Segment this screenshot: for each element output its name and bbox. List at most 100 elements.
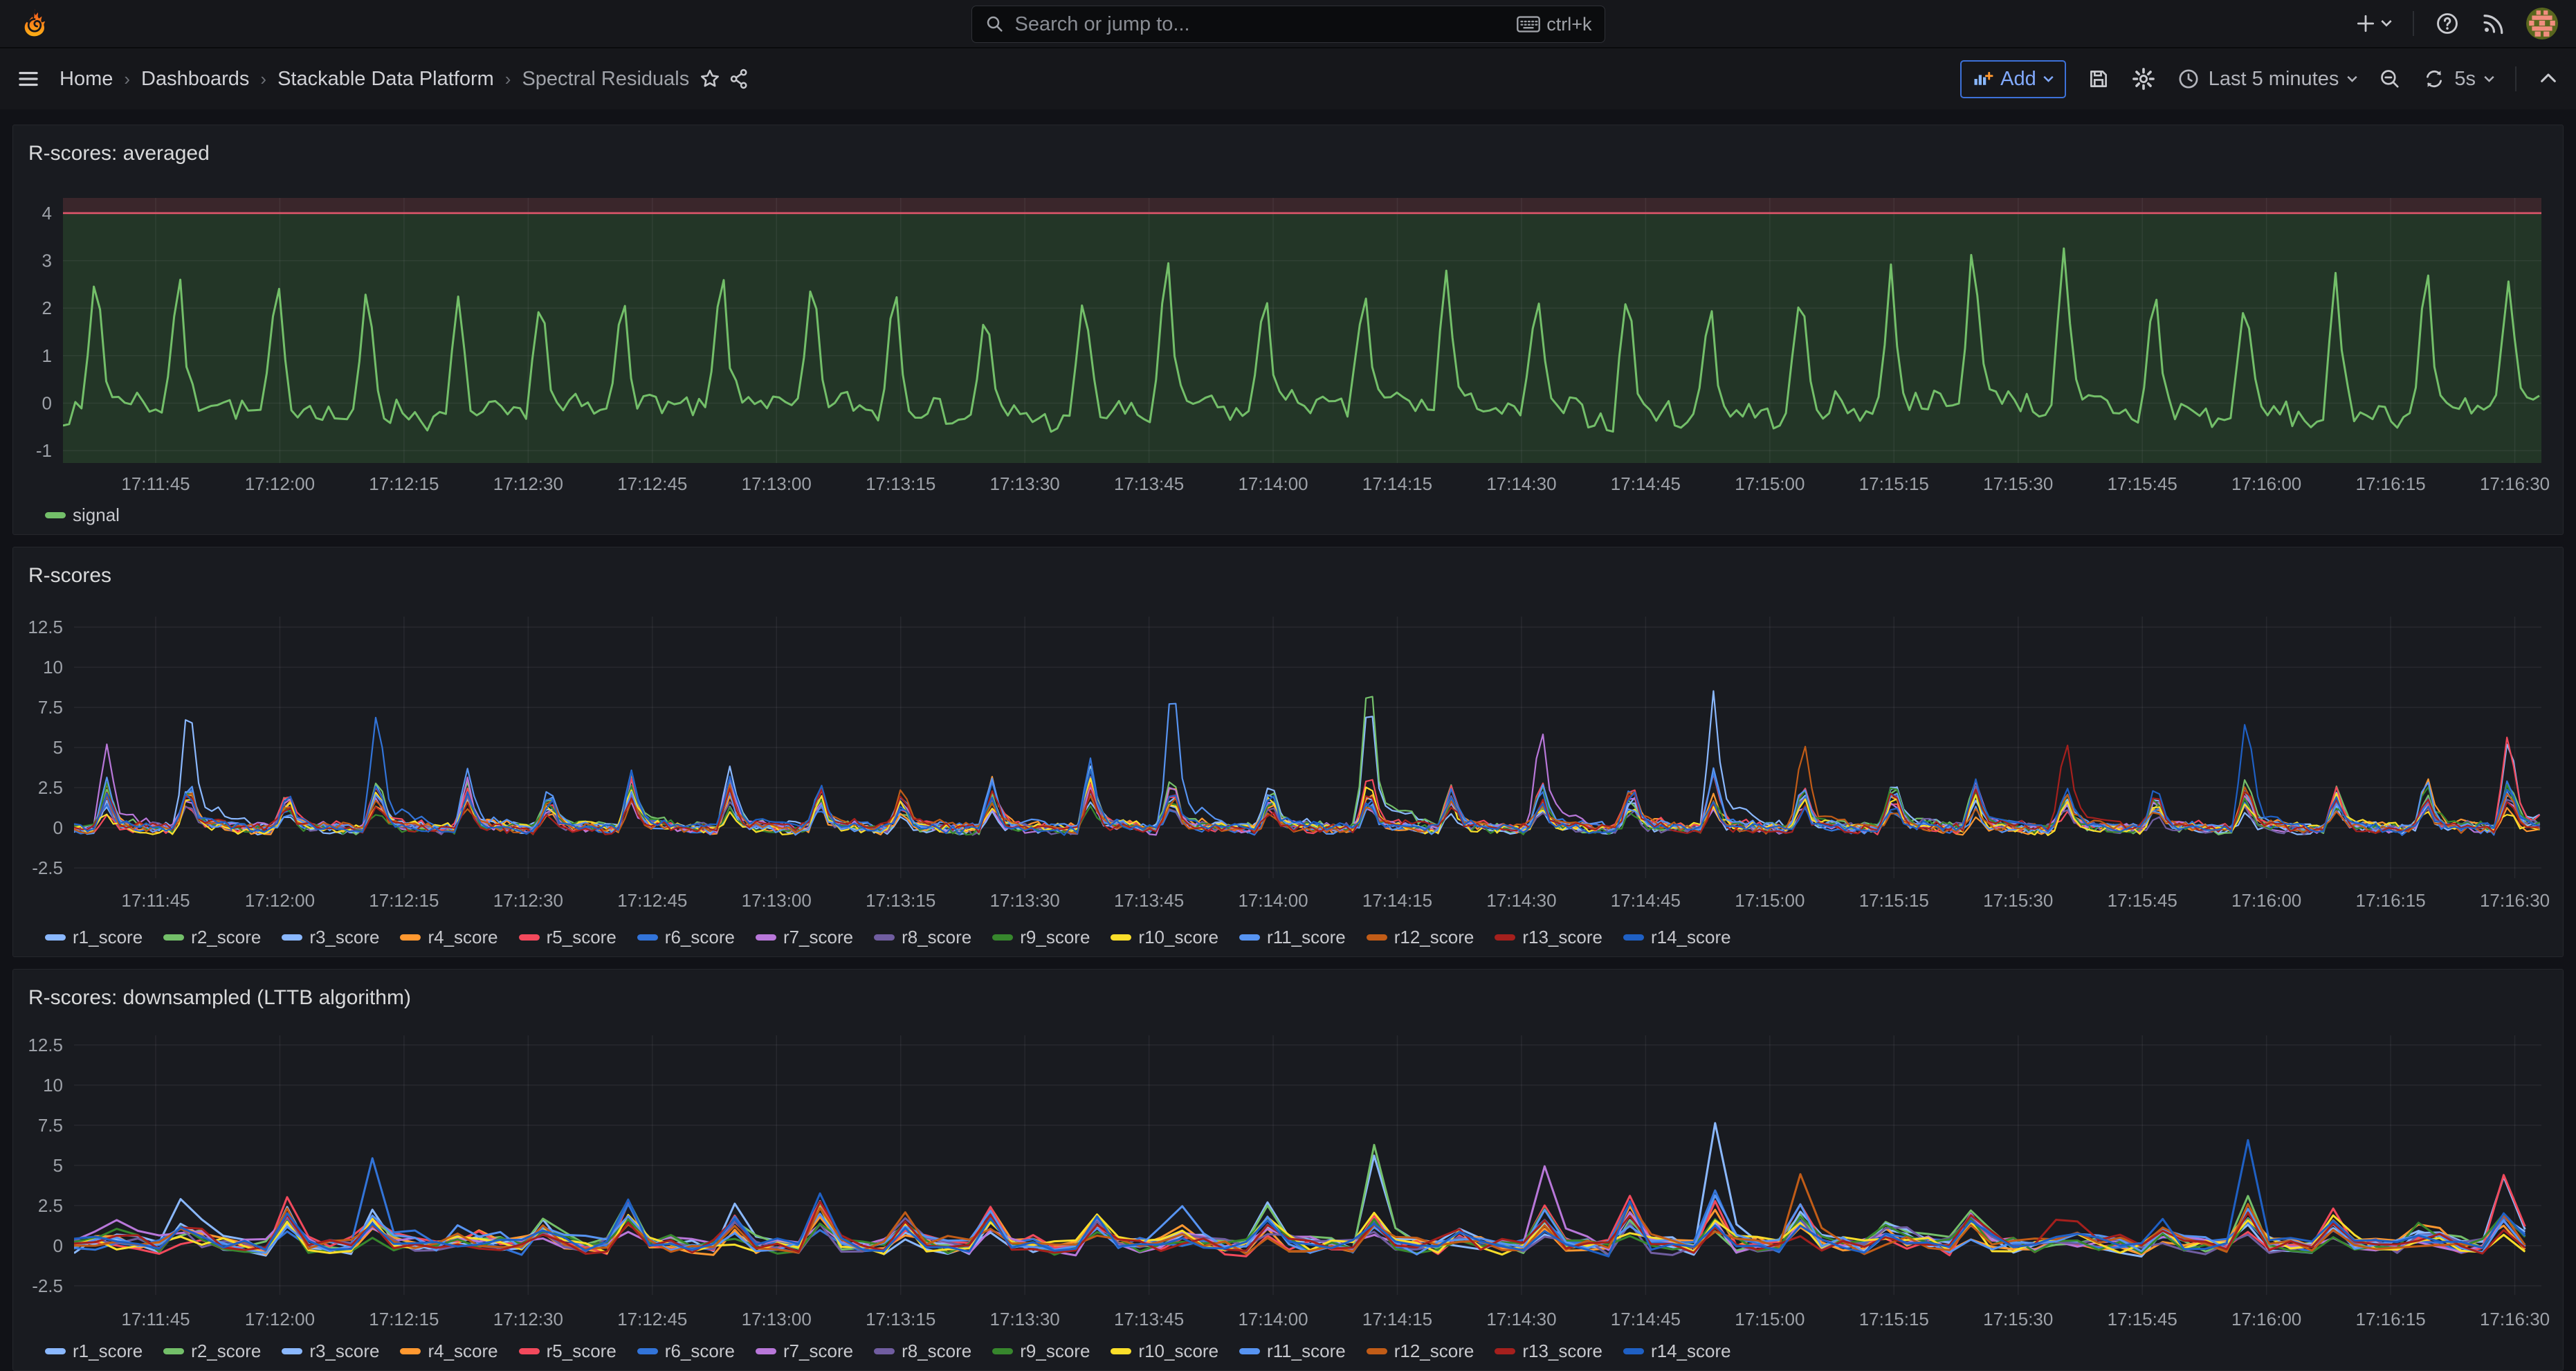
x-tick-label: 17:11:45 [121, 1309, 190, 1329]
legend-item-r3_score[interactable]: r3_score [282, 927, 379, 948]
settings-gear-icon [2131, 66, 2156, 91]
legend-label: r7_score [783, 927, 853, 948]
mega-menu-toggle[interactable] [17, 67, 40, 91]
legend-item-r4_score[interactable]: r4_score [400, 1341, 497, 1362]
legend-item-r4_score[interactable]: r4_score [400, 927, 497, 948]
x-tick-label: 17:12:00 [245, 473, 315, 494]
legend-item-r3_score[interactable]: r3_score [282, 1341, 379, 1362]
legend-item-r7_score[interactable]: r7_score [756, 1341, 853, 1362]
legend-item-r14_score[interactable]: r14_score [1623, 927, 1731, 948]
dashboard-settings-button[interactable] [2131, 66, 2156, 91]
help-button[interactable] [2435, 11, 2460, 36]
kiosk-collapse-button[interactable] [2537, 68, 2559, 90]
legend-item-r5_score[interactable]: r5_score [519, 1341, 616, 1362]
legend-label: r13_score [1522, 927, 1602, 948]
search-input[interactable] [1015, 13, 1508, 36]
x-tick-label: 17:15:00 [1735, 473, 1805, 494]
y-tick-label: 5 [53, 1155, 63, 1176]
legend-item-r2_score[interactable]: r2_score [163, 1341, 261, 1362]
plus-icon [2355, 12, 2377, 35]
legend-item-r13_score[interactable]: r13_score [1495, 927, 1602, 948]
legend-item-r7_score[interactable]: r7_score [756, 927, 853, 948]
time-range-label: Last 5 minutes [2209, 68, 2339, 91]
breadcrumb-separator: › [260, 69, 266, 90]
x-tick-label: 17:12:00 [245, 890, 315, 911]
x-tick-label: 17:15:30 [1983, 473, 2053, 494]
legend-item-r5_score[interactable]: r5_score [519, 927, 616, 948]
news-button[interactable] [2481, 11, 2505, 36]
legend-label: r6_score [665, 1341, 735, 1362]
legend-marker [1239, 934, 1260, 941]
time-range-picker[interactable]: Last 5 minutes [2177, 67, 2358, 91]
time-series-chart[interactable]: 43210-117:11:4517:12:0017:12:1517:12:301… [13, 125, 2564, 536]
series-r6_score [74, 718, 2540, 835]
legend-label: signal [73, 505, 120, 526]
x-tick-label: 17:16:15 [2355, 1309, 2425, 1329]
x-tick-label: 17:15:30 [1983, 890, 2053, 911]
panel-rscores-averaged: R-scores: averaged 43210-117:11:4517:12:… [12, 125, 2564, 535]
add-panel-button[interactable]: Add [1960, 60, 2066, 98]
legend-item-r10_score[interactable]: r10_score [1111, 1341, 1218, 1362]
x-tick-label: 17:12:30 [493, 1309, 563, 1329]
legend-item-r1_score[interactable]: r1_score [45, 1341, 143, 1362]
new-dropdown-button[interactable] [2355, 12, 2392, 35]
breadcrumb-folder[interactable]: Stackable Data Platform [277, 68, 494, 91]
x-tick-label: 17:13:45 [1114, 890, 1184, 911]
legend-label: r12_score [1394, 1341, 1474, 1362]
legend-marker [45, 934, 66, 941]
refresh-picker[interactable]: 5s [2422, 67, 2494, 91]
y-tick-label: -2.5 [32, 857, 63, 878]
legend-marker [1111, 934, 1131, 941]
breadcrumb: Home › Dashboards › Stackable Data Platf… [60, 68, 689, 91]
x-tick-label: 17:11:45 [121, 473, 190, 494]
panel-legend: signal [45, 505, 2549, 526]
breadcrumb-home[interactable]: Home [60, 68, 113, 91]
time-series-chart[interactable]: 12.5107.552.50-2.517:11:4517:12:0017:12:… [13, 970, 2564, 1371]
menu-icon [17, 67, 40, 91]
panel-rscores-downsampled: R-scores: downsampled (LTTB algorithm) 1… [12, 969, 2564, 1371]
user-avatar[interactable] [2526, 8, 2558, 39]
x-tick-label: 17:14:30 [1486, 473, 1556, 494]
x-tick-label: 17:16:15 [2355, 473, 2425, 494]
legend-item-r14_score[interactable]: r14_score [1623, 1341, 1731, 1362]
legend-label: r7_score [783, 1341, 853, 1362]
legend-item-r11_score[interactable]: r11_score [1239, 927, 1346, 948]
legend-item-r2_score[interactable]: r2_score [163, 927, 261, 948]
legend-marker [1495, 934, 1515, 941]
breadcrumb-separator: › [124, 69, 130, 90]
breadcrumb-dashboards[interactable]: Dashboards [141, 68, 249, 91]
legend-item-r6_score[interactable]: r6_score [637, 1341, 735, 1362]
legend-item-r10_score[interactable]: r10_score [1111, 927, 1218, 948]
legend-item-r13_score[interactable]: r13_score [1495, 1341, 1602, 1362]
news-rss-icon [2481, 11, 2505, 36]
save-dashboard-button[interactable] [2087, 67, 2110, 91]
series-r1_score [74, 716, 2540, 834]
x-tick-label: 17:11:45 [121, 890, 190, 911]
time-series-chart[interactable]: 12.5107.552.50-2.517:11:4517:12:0017:12:… [13, 547, 2564, 958]
legend-item-r9_score[interactable]: r9_score [992, 927, 1090, 948]
legend-item-signal[interactable]: signal [45, 505, 120, 526]
x-tick-label: 17:13:00 [742, 890, 812, 911]
legend-label: r5_score [547, 1341, 616, 1362]
legend-item-r6_score[interactable]: r6_score [637, 927, 735, 948]
series-r3_score [74, 691, 2540, 835]
legend-item-r8_score[interactable]: r8_score [874, 1341, 971, 1362]
grafana-logo[interactable] [18, 6, 54, 42]
legend-marker [992, 1348, 1013, 1354]
search-bar[interactable]: ctrl+k [971, 6, 1605, 43]
legend-label: r8_score [902, 1341, 971, 1362]
legend-item-r12_score[interactable]: r12_score [1367, 927, 1474, 948]
legend-item-r11_score[interactable]: r11_score [1239, 1341, 1346, 1362]
save-icon [2087, 67, 2110, 91]
legend-item-r9_score[interactable]: r9_score [992, 1341, 1090, 1362]
legend-label: r13_score [1522, 1341, 1602, 1362]
x-tick-label: 17:15:00 [1735, 890, 1805, 911]
legend-item-r8_score[interactable]: r8_score [874, 927, 971, 948]
add-button-label: Add [2000, 68, 2036, 91]
zoom-out-time-button[interactable] [2378, 67, 2402, 91]
favorite-dashboard-button[interactable] [699, 68, 721, 90]
legend-item-r1_score[interactable]: r1_score [45, 927, 143, 948]
legend-item-r12_score[interactable]: r12_score [1367, 1341, 1474, 1362]
share-dashboard-button[interactable] [728, 68, 750, 90]
y-tick-label: 2.5 [38, 1195, 63, 1216]
